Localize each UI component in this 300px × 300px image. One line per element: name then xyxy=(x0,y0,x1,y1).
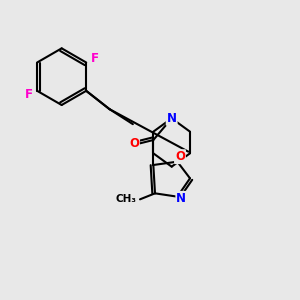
Text: N: N xyxy=(167,112,177,125)
Text: O: O xyxy=(175,150,185,163)
Text: F: F xyxy=(91,52,98,65)
Text: O: O xyxy=(129,137,139,150)
Text: N: N xyxy=(176,192,186,205)
Text: F: F xyxy=(25,88,33,101)
Text: CH₃: CH₃ xyxy=(115,194,136,204)
